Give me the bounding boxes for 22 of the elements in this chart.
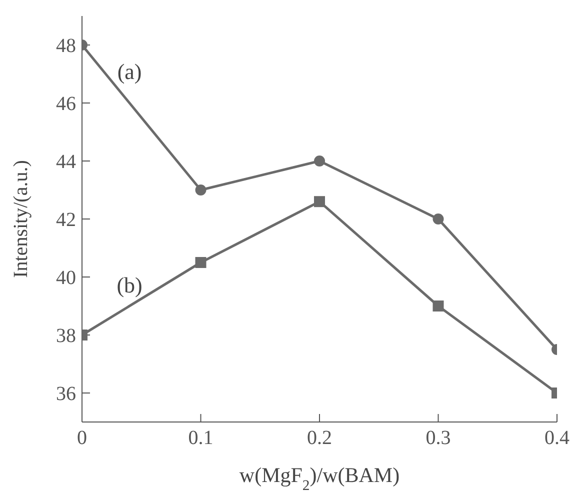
y-tick-label: 36 xyxy=(56,383,76,406)
series-label: (a) xyxy=(117,58,142,84)
point xyxy=(314,156,325,166)
x-tick-label: 0.2 xyxy=(307,427,332,450)
y-tick-label: 48 xyxy=(56,35,76,58)
y-axis-title: Intensity/(a.u.) xyxy=(10,160,32,278)
y-tick-label: 38 xyxy=(56,325,76,348)
series-label: (b) xyxy=(116,272,142,298)
point xyxy=(432,214,444,224)
point xyxy=(314,196,325,208)
point xyxy=(195,257,206,268)
x-tick-label: 0.3 xyxy=(426,427,451,450)
x-tick-label: 0 xyxy=(77,427,87,450)
point xyxy=(195,184,206,196)
x-tick-label: 0.4 xyxy=(544,427,570,450)
y-tick-label: 42 xyxy=(56,209,76,232)
point xyxy=(432,300,444,312)
y-tick-label: 44 xyxy=(56,151,76,174)
y-tick-label: 46 xyxy=(56,93,76,116)
x-axis-title: w(MgF$_{2}$)/w(BAM) xyxy=(239,463,400,494)
x-tick-label: 0.1 xyxy=(188,427,214,450)
y-tick-label: 40 xyxy=(56,267,76,290)
